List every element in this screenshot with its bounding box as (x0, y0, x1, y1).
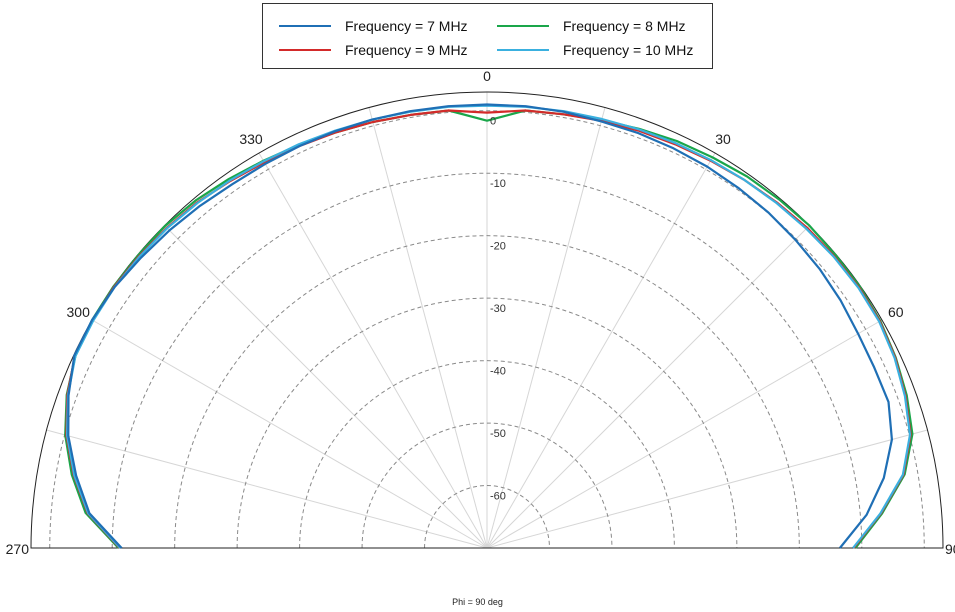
legend-item-7mhz: Frequency = 7 MHz (279, 16, 468, 36)
legend-label-8mhz: Frequency = 8 MHz (563, 18, 686, 34)
legend-item-10mhz: Frequency = 10 MHz (497, 40, 693, 60)
series-line-2 (65, 109, 912, 549)
angle-tick-label: 330 (239, 131, 263, 147)
series-layer (64, 103, 914, 549)
grid-ring (236, 297, 738, 549)
grid-spoke (368, 107, 488, 549)
legend: Frequency = 7 MHz Frequency = 8 MHz Freq… (262, 3, 713, 69)
grid-ring (174, 235, 800, 549)
radial-tick-label: -30 (490, 303, 506, 315)
tick-labels: 0 30 60 90 270 300 330 0 -10 -20 -30 -40 -50 -60 (6, 68, 955, 557)
grid-ring (424, 485, 550, 549)
radial-tick-label: -60 (490, 491, 506, 503)
legend-label-7mhz: Frequency = 7 MHz (345, 18, 468, 34)
legend-swatch-7mhz (279, 25, 331, 27)
legend-swatch-9mhz (279, 49, 331, 51)
angle-tick-label: 90 (945, 541, 955, 557)
grid-spoke (91, 319, 488, 549)
grid-ring (111, 173, 863, 549)
series-line-3 (66, 104, 912, 549)
radial-tick-label: -20 (490, 241, 506, 253)
grid-spoke (486, 225, 810, 549)
legend-label-10mhz: Frequency = 10 MHz (563, 42, 694, 58)
grid-ring (361, 422, 613, 549)
angle-tick-label: 270 (6, 541, 30, 557)
grid-spoke (486, 107, 606, 549)
grid-ring (49, 110, 925, 549)
angle-tick-label: 300 (67, 304, 91, 320)
grid-spoke (486, 319, 883, 549)
radial-tick-label: -40 (490, 366, 506, 378)
grid-spoke (486, 152, 716, 549)
radial-tick-label: -50 (490, 428, 506, 440)
legend-item-9mhz: Frequency = 9 MHz (279, 40, 468, 60)
series-line-0 (67, 103, 893, 549)
grid-spoke (258, 152, 488, 549)
grid-spoke (164, 225, 488, 549)
legend-swatch-10mhz (497, 49, 549, 51)
grid-spoke (486, 429, 928, 549)
grid (30, 91, 944, 549)
grid-spoke (46, 429, 488, 549)
legend-swatch-8mhz (497, 25, 549, 27)
angle-tick-label: 30 (715, 131, 731, 147)
angle-tick-label: 0 (483, 68, 491, 84)
radial-tick-label: -10 (490, 178, 506, 190)
angle-tick-label: 60 (888, 304, 904, 320)
legend-label-9mhz: Frequency = 9 MHz (345, 42, 468, 58)
series-line-1 (64, 109, 914, 549)
radial-tick-label: 0 (490, 116, 496, 128)
legend-item-8mhz: Frequency = 8 MHz (497, 16, 686, 36)
plot-footer: Phi = 90 deg (452, 597, 503, 607)
grid-ring (299, 360, 675, 549)
